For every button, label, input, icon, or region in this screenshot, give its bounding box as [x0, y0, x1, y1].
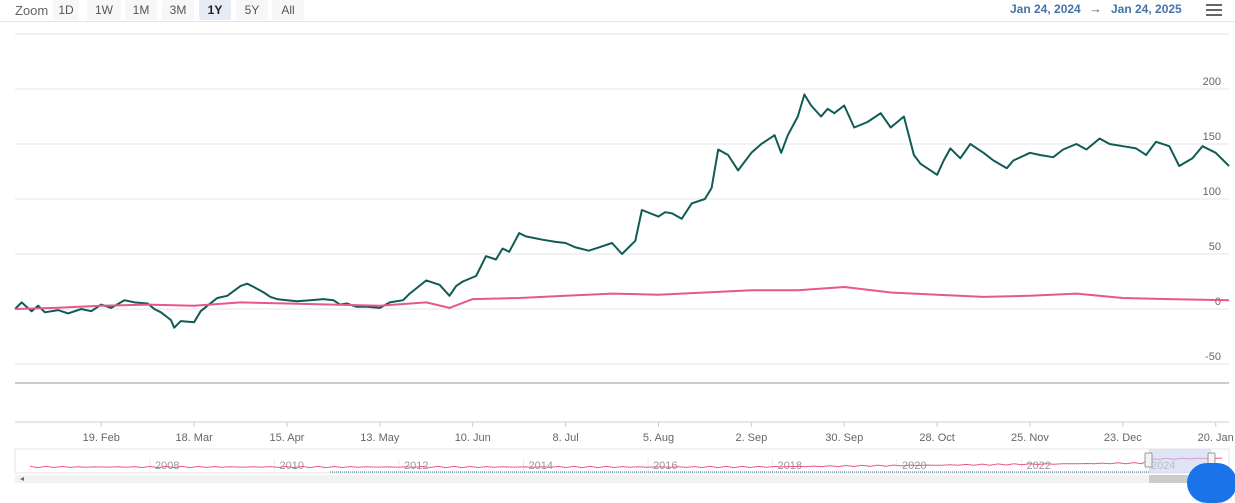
y-tick-label: 200 — [1203, 76, 1221, 88]
y-tick-label: -50 — [1205, 351, 1221, 363]
navigator-year-label: 2022 — [1027, 460, 1051, 472]
zoom-5y-button[interactable]: 5Y — [236, 0, 268, 20]
navigator-frame — [14, 448, 1230, 474]
y-tick-label: 150 — [1203, 131, 1221, 143]
x-tick-label: 18. Mar — [175, 432, 213, 444]
zoom-1y-button[interactable]: 1Y — [199, 0, 231, 20]
range-to-date[interactable]: Jan 24, 2025 — [1111, 2, 1182, 16]
hamburger-menu-icon[interactable] — [1206, 4, 1222, 18]
scrollbar-track[interactable] — [15, 475, 1229, 483]
scrollbar[interactable] — [15, 475, 1229, 483]
zoom-1d-button[interactable]: 1D — [53, 0, 79, 20]
x-tick-label: 30. Sep — [825, 432, 863, 444]
zoom-label: Zoom — [15, 3, 49, 18]
zoom-1m-button[interactable]: 1M — [125, 0, 157, 20]
navigator-year-label: 2018 — [778, 460, 802, 472]
x-tick-label: 25. Nov — [1011, 432, 1049, 444]
navigator-left-handle[interactable] — [1144, 452, 1153, 468]
navigator-year-label: 2012 — [404, 460, 428, 472]
navigator-year-label: 2010 — [280, 460, 304, 472]
y-tick-label: 50 — [1209, 241, 1221, 253]
scroll-left-icon[interactable] — [20, 477, 24, 481]
navigator-year-label: 2020 — [902, 460, 926, 472]
range-from-date[interactable]: Jan 24, 2024 — [1010, 2, 1081, 16]
stock-comparison-chart: 200 150 100 50 0 -50 19. Feb 18. Mar 15. Apr 13.… — [14, 33, 1234, 483]
x-tick-label: 8. Jul — [552, 432, 578, 444]
navigator-labels: 200820102012201420162018202020222024 — [149, 459, 1175, 473]
navigator-year-label: 2016 — [653, 460, 677, 472]
x-tick-label: 10. Jun — [455, 432, 491, 444]
floating-action-button[interactable] — [1187, 463, 1235, 503]
navigator[interactable]: 200820102012201420162018202020222024 — [14, 448, 1230, 474]
x-tick-label: 19. Feb — [83, 432, 120, 444]
x-tick-label: 5. Aug — [643, 432, 674, 444]
x-tick-label: 15. Apr — [270, 432, 305, 444]
y-tick-label: 0 — [1215, 296, 1221, 308]
x-tick-label: 13. May — [360, 432, 400, 444]
y-axis-labels: 200 150 100 50 0 -50 — [1203, 76, 1221, 363]
navigator-year-label: 2008 — [155, 460, 179, 472]
navigator-series-line — [29, 457, 1223, 469]
zoom-all-button[interactable]: All — [272, 0, 304, 20]
range-arrow: → — [1089, 1, 1102, 16]
zoom-3m-button[interactable]: 3M — [162, 0, 194, 20]
x-tick-label: 2. Sep — [735, 432, 767, 444]
x-axis-labels: 19. Feb 18. Mar 15. Apr 13. May 10. Jun 8. Ju… — [83, 422, 1234, 444]
y-tick-label: 100 — [1203, 186, 1221, 198]
series-2-line[interactable] — [14, 286, 1230, 310]
x-tick-label: 28. Oct — [919, 432, 954, 444]
navigator-year-label: 2014 — [529, 460, 553, 472]
grid-lines — [15, 33, 1229, 365]
series-1-line[interactable] — [14, 93, 1230, 329]
scrollbar-thumb[interactable] — [1149, 475, 1211, 483]
x-tick-label: 23. Dec — [1104, 432, 1142, 444]
x-tick-label: 20. Jan — [1198, 432, 1234, 444]
range-selector: Zoom 1D 1W 1M 3M 1Y 5Y All Jan 24, 2024 … — [0, 0, 1235, 22]
toolbar-divider — [0, 21, 1235, 22]
zoom-1w-button[interactable]: 1W — [87, 0, 121, 20]
